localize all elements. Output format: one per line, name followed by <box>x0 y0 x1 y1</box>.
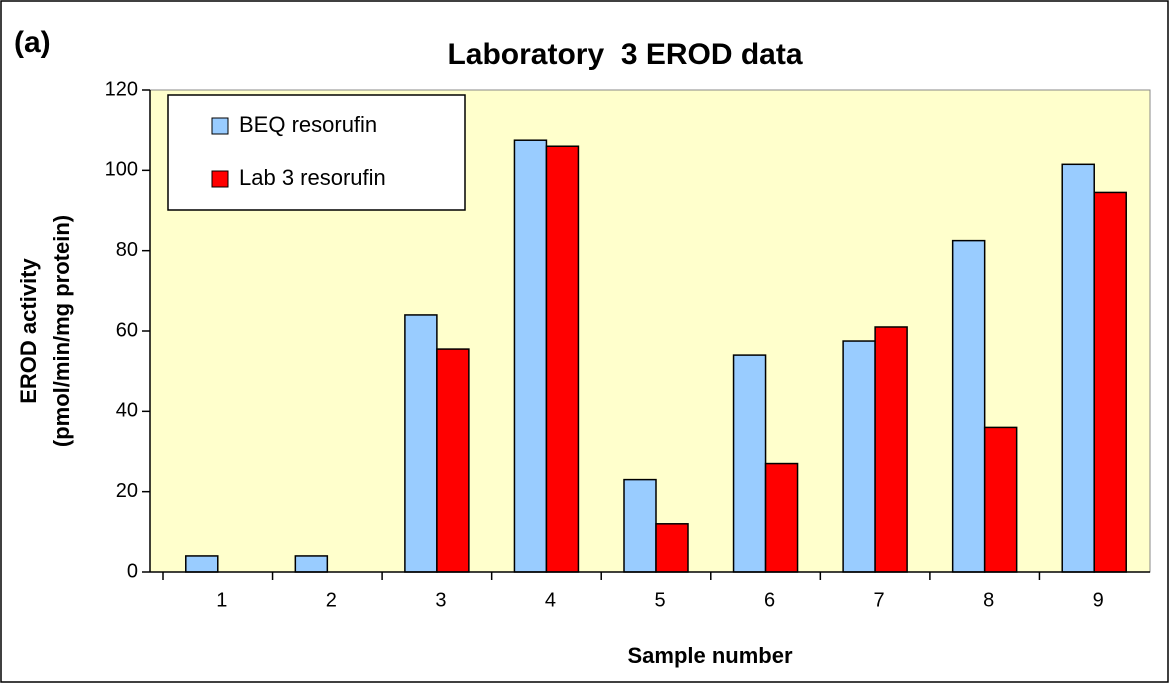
panel-label: (a) <box>14 26 51 59</box>
legend-swatch <box>211 170 229 188</box>
x-tick-label: 6 <box>764 589 775 611</box>
bar <box>764 462 799 573</box>
y-tick-label: 80 <box>116 239 138 261</box>
bar <box>294 555 329 573</box>
bar <box>951 239 986 573</box>
x-axis-label: Sample number <box>627 643 792 668</box>
bar <box>983 426 1018 573</box>
bar <box>874 326 908 573</box>
bar <box>404 314 438 573</box>
legend-swatch <box>211 117 229 135</box>
x-tick-label: 1 <box>216 589 227 611</box>
legend-label: BEQ resorufin <box>239 112 377 137</box>
x-tick-label: 9 <box>1093 589 1104 611</box>
y-tick-label: 40 <box>116 400 138 422</box>
x-tick-label: 4 <box>545 589 556 611</box>
bar <box>623 478 657 573</box>
bar <box>436 348 470 573</box>
x-tick-label: 3 <box>435 589 446 611</box>
bar <box>185 555 219 573</box>
bar <box>513 139 548 573</box>
y-tick-label: 60 <box>116 319 138 341</box>
legend-label: Lab 3 resorufin <box>239 165 386 190</box>
y-tick-label: 100 <box>105 159 138 181</box>
y-axis-label: (pmol/min/mg protein) <box>49 215 74 447</box>
bar <box>842 340 876 573</box>
x-tick-label: 2 <box>326 589 337 611</box>
legend-box <box>167 94 466 211</box>
chart-title: Laboratory 3 EROD data <box>447 38 802 71</box>
legend: BEQ resorufin Lab 3 resorufin <box>167 94 466 211</box>
x-tick-label: 5 <box>654 589 665 611</box>
bar <box>1093 191 1127 573</box>
x-tick-label: 7 <box>874 589 885 611</box>
y-tick-label: 20 <box>116 480 138 502</box>
bar <box>732 354 767 573</box>
bar <box>655 523 689 573</box>
x-tick-label: 8 <box>983 589 994 611</box>
bar <box>1061 163 1095 573</box>
bar <box>545 145 580 573</box>
y-tick-label: 120 <box>105 78 138 100</box>
y-tick-label: 0 <box>127 560 138 582</box>
y-axis-label: EROD activity <box>16 257 41 403</box>
